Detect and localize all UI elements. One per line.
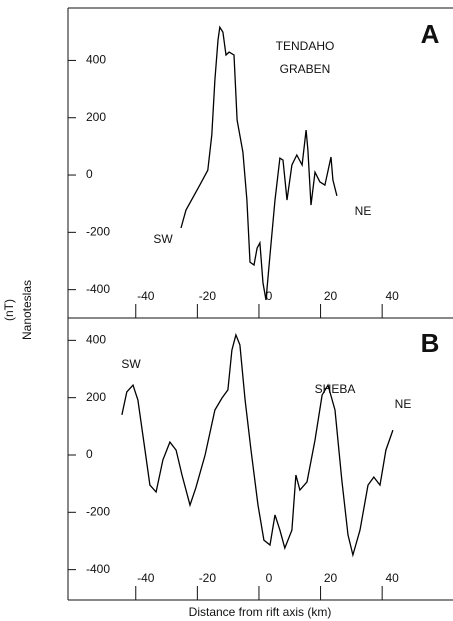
panel-title: SHEBA: [315, 382, 356, 396]
y-tick-label: -400: [86, 562, 110, 576]
x-tick-label: 20: [324, 571, 338, 585]
annotation: SW: [121, 357, 141, 371]
annotation: NE: [395, 397, 412, 411]
panel-title: GRABEN: [280, 62, 331, 76]
y-tick-label: -400: [86, 282, 110, 296]
y-tick-label: 200: [86, 110, 106, 124]
panel-label: B: [421, 328, 440, 358]
panel-title: TENDAHO: [276, 39, 335, 53]
y-tick-label: -200: [86, 225, 110, 239]
x-tick-label: -40: [137, 289, 155, 303]
x-tick-label: -20: [199, 289, 217, 303]
y-tick-label: -200: [86, 504, 110, 518]
x-tick-label: 0: [266, 289, 273, 303]
annotation: SW: [153, 232, 173, 246]
y-tick-label: 400: [86, 53, 106, 67]
x-tick-label: -40: [137, 571, 155, 585]
y-axis-unit: (nT): [2, 299, 16, 321]
x-tick-label: 0: [266, 571, 273, 585]
x-tick-label: 40: [385, 289, 399, 303]
annotation: NE: [355, 204, 372, 218]
x-tick-label: 20: [324, 289, 338, 303]
panel-label: A: [421, 19, 440, 49]
profile-line: [121, 332, 394, 558]
profile-line: [180, 25, 338, 301]
y-tick-label: 0: [86, 447, 93, 461]
x-axis-label: Distance from rift axis (km): [189, 605, 332, 619]
x-tick-label: 40: [385, 571, 399, 585]
y-axis-label: Nanoteslas: [20, 280, 34, 340]
y-tick-label: 400: [86, 333, 106, 347]
y-tick-label: 0: [86, 167, 93, 181]
x-tick-label: -20: [199, 571, 217, 585]
y-tick-label: 200: [86, 390, 106, 404]
